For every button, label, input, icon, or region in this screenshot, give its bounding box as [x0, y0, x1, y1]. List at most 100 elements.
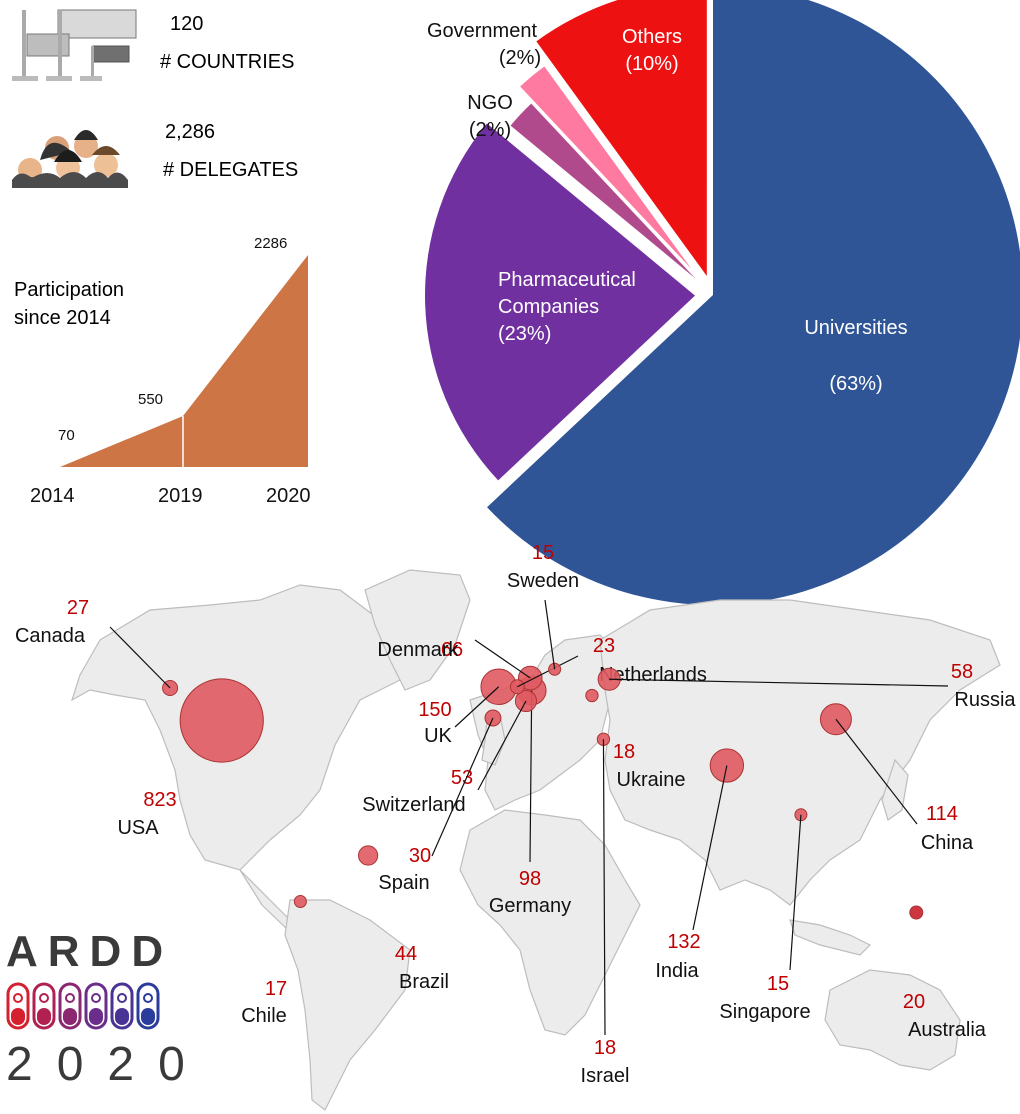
pie-pct-label: (10%) — [625, 53, 678, 75]
pie-label: Universities — [804, 317, 907, 339]
bubble-country: Chile — [241, 1005, 287, 1027]
bubble-ukraine — [585, 688, 599, 703]
bubble-usa — [179, 678, 264, 763]
bubble-country: Israel — [581, 1065, 630, 1087]
pie-pct-label: (2%) — [499, 47, 541, 69]
logo-pill — [58, 982, 82, 1030]
logo-pill-fill — [141, 1008, 155, 1025]
logo-pill-dot — [143, 993, 153, 1003]
logo-pill-dot — [39, 993, 49, 1003]
leader-line — [454, 686, 500, 728]
bubble-value: 18 — [613, 741, 635, 763]
leader-line — [602, 739, 606, 1036]
leader-line — [529, 690, 533, 863]
leader-line — [474, 639, 531, 679]
area-data-label: 550 — [138, 391, 163, 408]
area-x-tick: 2014 — [30, 485, 75, 507]
participation-title-line2: since 2014 — [14, 307, 111, 329]
area-data-label: 2286 — [254, 235, 287, 252]
logo-pill — [136, 982, 160, 1030]
pie-pct-label: (23%) — [498, 323, 551, 345]
logo-pill-fill — [37, 1008, 51, 1025]
bubble-value: 20 — [903, 991, 925, 1013]
pie-label: Others — [622, 26, 682, 48]
logo-year: 2020 — [6, 1038, 209, 1091]
delegates-value: 2,286 — [165, 121, 215, 143]
bubble-country: Canada — [15, 625, 86, 647]
logo-pill — [110, 982, 134, 1030]
pie-slice-pharmaceutical-companies — [425, 123, 696, 481]
pie-pct-label: (2%) — [469, 119, 511, 141]
participation-title-line1: Participation — [14, 279, 124, 301]
bubble-australia — [909, 905, 924, 920]
bubble-country: Germany — [489, 895, 571, 917]
leader-line — [431, 717, 494, 857]
bubble-country: Russia — [954, 689, 1016, 711]
bubble-chile — [293, 895, 307, 908]
logo-pill-dot — [65, 993, 75, 1003]
leader-line — [835, 718, 918, 825]
pie-slice-government — [520, 66, 692, 269]
area-data-label: 70 — [58, 427, 75, 444]
bubble-value: 23 — [593, 635, 615, 657]
world-map — [70, 569, 1001, 1111]
leader-line — [692, 765, 728, 931]
pie-label: Government — [427, 20, 537, 42]
pie-label: Companies — [498, 296, 599, 318]
pie-label: NGO — [467, 92, 513, 114]
bubble-country: USA — [117, 817, 159, 839]
bubble-country: Brazil — [399, 971, 449, 993]
leader-line — [477, 700, 527, 791]
bubble-value: 150 — [418, 699, 451, 721]
countries-label: # COUNTRIES — [160, 51, 294, 73]
pie-pct-label: (63%) — [829, 373, 882, 395]
bubble-country: China — [921, 832, 974, 854]
pie-slice-universities — [487, 0, 1020, 605]
participation-area-chart: 70 550 2286 2014 2019 2020 — [30, 235, 311, 507]
bubble-country: Singapore — [719, 1001, 810, 1023]
leader-line — [517, 655, 579, 688]
area-x-tick: 2020 — [266, 485, 311, 507]
bubble-country: Denmark — [377, 639, 459, 661]
bubble-value: 27 — [67, 597, 89, 619]
bubble-value: 66 — [441, 639, 463, 661]
logo-pill-fill — [11, 1008, 25, 1025]
bubble-value: 18 — [594, 1037, 616, 1059]
bubble-country: Australia — [908, 1019, 987, 1041]
bubble-country: UK — [424, 725, 452, 747]
pie-label: Pharmaceutical — [498, 269, 636, 291]
logo-word: ARDD — [6, 927, 173, 976]
bubble-country: Switzerland — [362, 794, 465, 816]
bubble-country: Spain — [378, 872, 429, 894]
bubble-value: 15 — [532, 542, 554, 564]
bubble-value: 17 — [265, 978, 287, 1000]
logo-pill-dot — [117, 993, 127, 1003]
leader-line — [544, 599, 556, 670]
bubble-country: Sweden — [507, 570, 579, 592]
flags-icon — [12, 9, 137, 81]
area-fill — [60, 255, 308, 467]
logo-pill-fill — [115, 1008, 129, 1025]
logo-pill — [6, 982, 30, 1030]
bubble-value: 114 — [926, 803, 958, 825]
bubble-value: 132 — [667, 931, 700, 953]
bubble-country: India — [655, 960, 699, 982]
bubble-value: 98 — [519, 868, 541, 890]
leader-line — [109, 626, 171, 689]
pie-slice-ngo — [510, 103, 696, 279]
bubble-value: 15 — [767, 973, 789, 995]
pie-slice-others — [536, 0, 707, 276]
logo-pill — [32, 982, 56, 1030]
logo-pill-fill — [89, 1008, 103, 1025]
bubble-country: Ukraine — [617, 769, 686, 791]
leader-line — [789, 814, 802, 971]
bubble-value: 30 — [409, 845, 431, 867]
delegates-icon — [12, 130, 128, 188]
leader-line — [609, 678, 949, 687]
organization-pie-chart: Universities (63%) Pharmaceutical Companies… — [425, 0, 1020, 605]
logo-pill-dot — [91, 993, 101, 1003]
bubble-value: 58 — [951, 661, 973, 683]
logo-pill — [84, 982, 108, 1030]
